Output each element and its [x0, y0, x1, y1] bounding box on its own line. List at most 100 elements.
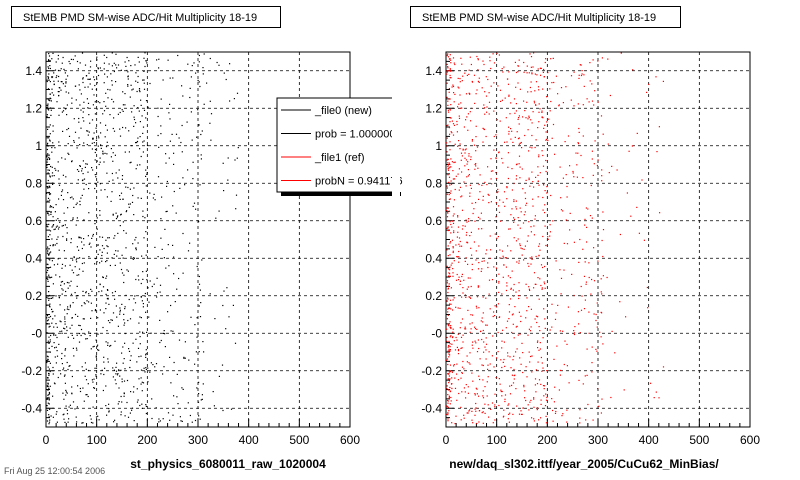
scatter-point [446, 71, 448, 73]
scatter-point [48, 299, 50, 301]
scatter-point [538, 121, 540, 123]
scatter-point [99, 157, 101, 159]
scatter-point [236, 157, 238, 159]
scatter-point [458, 189, 460, 191]
scatter-point [63, 68, 65, 70]
scatter-point [555, 312, 557, 314]
scatter-point [524, 245, 526, 247]
scatter-point [66, 104, 68, 106]
scatter-point [495, 134, 497, 136]
scatter-point [52, 183, 54, 185]
scatter-point [61, 358, 63, 360]
scatter-point [104, 136, 106, 138]
scatter-point [464, 72, 466, 74]
scatter-point [225, 78, 227, 81]
scatter-point [523, 259, 525, 261]
scatter-point [526, 297, 528, 299]
scatter-point [480, 330, 482, 332]
scatter-point [129, 366, 131, 369]
scatter-point [573, 176, 575, 178]
scatter-point [462, 287, 464, 289]
scatter-point [522, 116, 524, 118]
scatter-point [82, 290, 84, 292]
scatter-point [145, 270, 147, 272]
scatter-point [126, 69, 128, 72]
scatter-point [472, 422, 474, 424]
scatter-point [601, 57, 603, 59]
scatter-point [544, 265, 546, 268]
scatter-point [602, 255, 604, 258]
scatter-point [578, 77, 580, 79]
scatter-point [475, 165, 477, 167]
scatter-point [526, 202, 528, 204]
scatter-point [468, 362, 470, 364]
scatter-point [76, 406, 78, 408]
scatter-point [48, 423, 50, 425]
scatter-point [48, 347, 50, 349]
scatter-point [446, 70, 448, 72]
y-tick-label: 1.4 [25, 64, 42, 78]
scatter-point [447, 346, 449, 348]
scatter-point [48, 253, 50, 255]
scatter-point [67, 207, 69, 209]
scatter-point [98, 163, 100, 166]
scatter-point [94, 263, 96, 265]
scatter-point [447, 212, 449, 214]
scatter-point [516, 348, 518, 350]
scatter-point [465, 148, 467, 150]
scatter-point [57, 236, 59, 238]
scatter-point [67, 421, 69, 423]
scatter-point [100, 132, 102, 134]
scatter-point [533, 287, 535, 289]
y-tick-label: 0.2 [425, 289, 442, 303]
scatter-point [90, 418, 92, 420]
scatter-point [72, 401, 75, 403]
scatter-point [597, 60, 599, 62]
scatter-point [78, 170, 80, 172]
scatter-point [46, 323, 49, 325]
scatter-point [467, 161, 469, 163]
scatter-point [48, 396, 50, 399]
scatter-point [104, 189, 106, 191]
scatter-point [165, 162, 167, 164]
scatter-point [105, 385, 107, 387]
scatter-point [469, 111, 471, 113]
scatter-point [518, 123, 520, 125]
scatter-point [49, 351, 51, 353]
scatter-point [58, 75, 60, 78]
scatter-point [142, 126, 145, 128]
scatter-point [81, 179, 84, 182]
y-tick-label: 0.6 [25, 214, 42, 228]
scatter-point [595, 313, 597, 316]
scatter-point [67, 75, 69, 77]
scatter-point [533, 186, 535, 188]
scatter-point [658, 397, 660, 399]
scatter-point [450, 183, 453, 185]
x-tick-label: 500 [689, 433, 709, 447]
scatter-point [493, 366, 495, 368]
scatter-point [86, 144, 88, 146]
scatter-point [583, 85, 585, 87]
scatter-point [72, 217, 74, 219]
scatter-point [123, 380, 126, 382]
scatter-point [86, 98, 88, 100]
scatter-point [529, 401, 531, 403]
scatter-point [89, 122, 91, 124]
scatter-point [110, 344, 112, 347]
scatter-point [529, 361, 531, 363]
scatter-point [477, 69, 479, 71]
scatter-point [127, 319, 129, 322]
scatter-point [514, 136, 516, 138]
scatter-point [51, 58, 53, 60]
scatter-point [85, 183, 87, 186]
scatter-point [156, 292, 159, 294]
scatter-point [123, 274, 125, 276]
scatter-point [653, 397, 655, 399]
scatter-point [98, 419, 100, 421]
scatter-point [537, 166, 539, 168]
scatter-point [71, 386, 73, 388]
scatter-point [87, 134, 89, 136]
scatter-point [600, 311, 602, 313]
scatter-point [48, 368, 50, 370]
scatter-point [73, 355, 75, 357]
